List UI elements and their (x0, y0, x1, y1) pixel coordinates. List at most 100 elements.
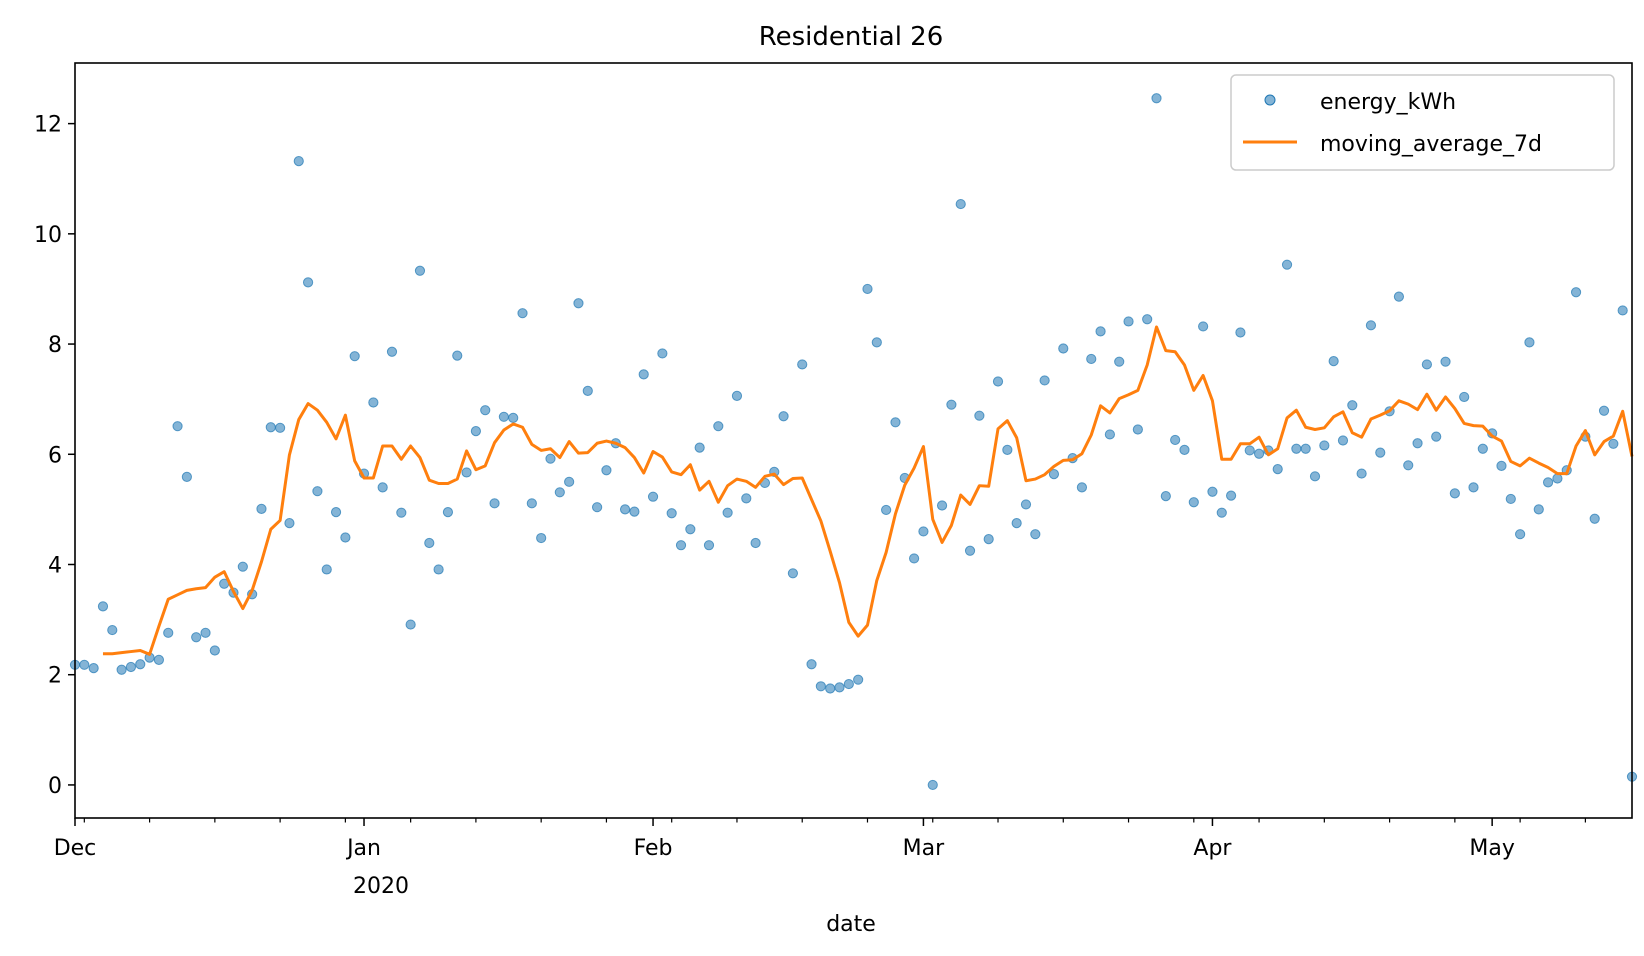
legend-frame (1230, 74, 1615, 171)
energy-point (275, 422, 286, 433)
energy-point (1170, 434, 1181, 446)
energy-point (545, 453, 556, 464)
x-axis: Dec Jan Feb Mar Apr May (54, 818, 1586, 861)
energy-point (1468, 482, 1479, 493)
energy-point (1114, 356, 1125, 367)
energy-point (330, 507, 342, 518)
energy-point (946, 399, 957, 410)
energy-point (349, 351, 360, 362)
energy-point (1393, 291, 1405, 302)
legend: energy_kWh moving_average_7d (1230, 74, 1615, 171)
energy-point (806, 659, 817, 670)
energy-point (1319, 440, 1330, 451)
energy-point (955, 198, 966, 210)
energy-point (1431, 431, 1442, 442)
energy-point (163, 627, 174, 638)
energy-point (200, 627, 211, 638)
energy-point (694, 442, 705, 453)
energy-point (713, 421, 724, 432)
energy-point (1617, 305, 1628, 316)
energy-point (983, 534, 994, 545)
energy-point (1076, 482, 1088, 493)
energy-point (964, 545, 976, 556)
energy-point (293, 155, 304, 167)
x-tick-label: Dec (54, 836, 97, 861)
energy-point (1570, 287, 1582, 298)
y-tick-label: 0 (48, 774, 62, 799)
energy-point (470, 426, 481, 437)
energy-point (619, 504, 631, 515)
energy-point (1515, 529, 1526, 540)
x-axis-title: date (826, 912, 876, 937)
energy-point (1589, 513, 1600, 524)
energy-point (1496, 460, 1507, 471)
energy-point (284, 518, 295, 529)
energy-point (1608, 438, 1619, 449)
legend-label-energy-kwh: energy_kWh (1320, 90, 1456, 115)
energy-point (107, 624, 118, 636)
energy-point (377, 482, 388, 493)
energy-point (88, 663, 99, 674)
energy-point (1207, 486, 1218, 497)
energy-point (1356, 468, 1367, 479)
energy-point (1002, 444, 1013, 455)
energy-point (312, 486, 323, 497)
energy-point (582, 385, 593, 396)
legend-marker-energy-kwh (1264, 94, 1276, 106)
energy-point (386, 346, 398, 357)
energy-point (881, 504, 892, 516)
energy-point (592, 502, 603, 513)
energy-point (1375, 447, 1386, 458)
energy-point (191, 632, 202, 643)
energy-point (452, 350, 463, 361)
energy-point (666, 508, 677, 519)
energy-point (1347, 400, 1358, 411)
energy-point (1542, 477, 1554, 488)
energy-point (368, 397, 379, 408)
energy-point (1086, 353, 1097, 365)
energy-point (1533, 504, 1544, 515)
energy-point (1020, 499, 1032, 510)
plot-area (69, 93, 1638, 791)
energy-point (815, 681, 826, 692)
energy-point (722, 507, 733, 518)
energy-point (797, 359, 808, 370)
energy-point (265, 422, 276, 433)
energy-point (1188, 497, 1199, 508)
moving-average-line (102, 325, 1634, 656)
energy-point (1039, 375, 1050, 386)
energy-point (564, 476, 575, 487)
energy-point (1365, 320, 1377, 331)
energy-point (256, 503, 267, 514)
energy-point (1142, 314, 1153, 325)
x-tick-label: Feb (634, 836, 673, 861)
energy-point (741, 493, 752, 504)
energy-point (209, 645, 220, 656)
y-tick-label: 2 (48, 664, 62, 689)
energy-point (825, 683, 836, 694)
energy-point (1179, 444, 1190, 455)
energy-point (1337, 435, 1349, 446)
energy-point (787, 568, 799, 579)
energy-point (1459, 391, 1470, 403)
energy-point (1524, 337, 1535, 348)
energy-point (237, 561, 248, 572)
energy-point (1132, 424, 1143, 435)
energy-point (508, 412, 519, 424)
energy-point (936, 500, 948, 511)
energy-point (862, 283, 873, 295)
energy-point (853, 674, 864, 685)
energy-point (1477, 443, 1488, 454)
energy-point (1058, 343, 1069, 354)
energy-point (536, 532, 547, 544)
energy-point (1198, 321, 1209, 332)
energy-point (909, 553, 920, 564)
energy-point (554, 487, 565, 498)
energy-point (992, 376, 1004, 387)
y-tick-label: 10 (34, 223, 62, 248)
energy-point (573, 298, 584, 309)
energy-point (1226, 490, 1237, 501)
energy-point (433, 564, 444, 575)
energy-point (153, 654, 165, 665)
energy-point (172, 421, 183, 432)
